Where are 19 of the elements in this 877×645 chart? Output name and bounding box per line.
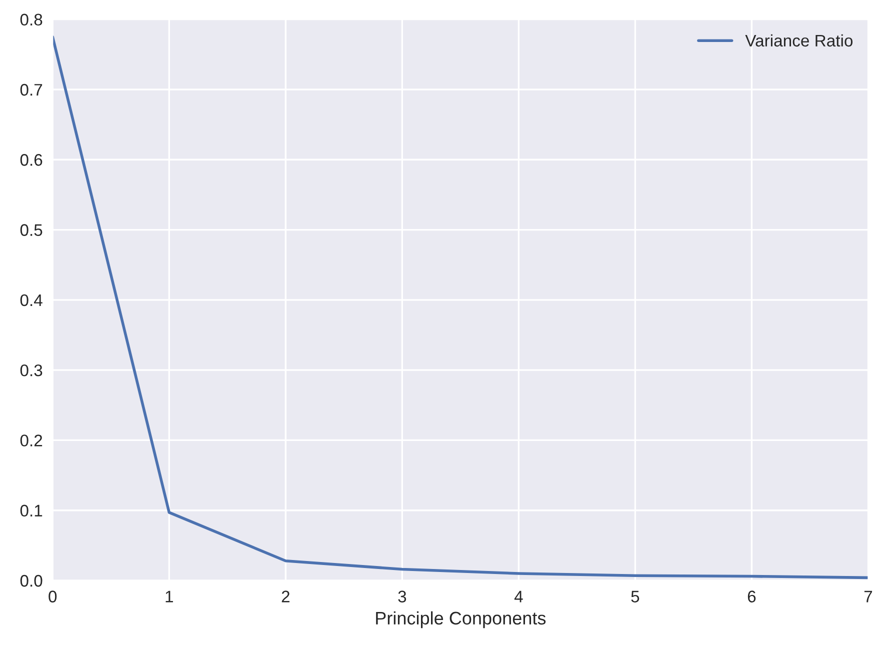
x-tick-label: 0 (48, 590, 57, 602)
y-tick-label: 0.3 (20, 364, 42, 376)
y-tick-label: 0.7 (20, 84, 42, 96)
y-tick-label: 0.0 (20, 574, 42, 587)
x-tick-label: 5 (631, 590, 640, 602)
y-tick-label: 0.1 (20, 504, 42, 517)
x-tick-label: 1 (166, 590, 173, 602)
x-tick-label: 4 (514, 590, 523, 602)
x-axis-title: Principle Conponents (376, 611, 546, 628)
y-tick-label: 0.6 (20, 154, 42, 166)
x-tick-label: 7 (864, 590, 872, 602)
y-tick-label: 0.8 (20, 14, 42, 26)
legend-label: Variance Ratio (745, 34, 853, 47)
y-tick-label: 0.2 (20, 434, 42, 446)
x-tick-label: 2 (282, 590, 290, 602)
y-tick-label: 0.5 (20, 224, 42, 236)
x-tick-label: 6 (748, 590, 756, 602)
x-tick-label: 3 (398, 590, 406, 602)
y-tick-label: 0.4 (20, 294, 42, 306)
